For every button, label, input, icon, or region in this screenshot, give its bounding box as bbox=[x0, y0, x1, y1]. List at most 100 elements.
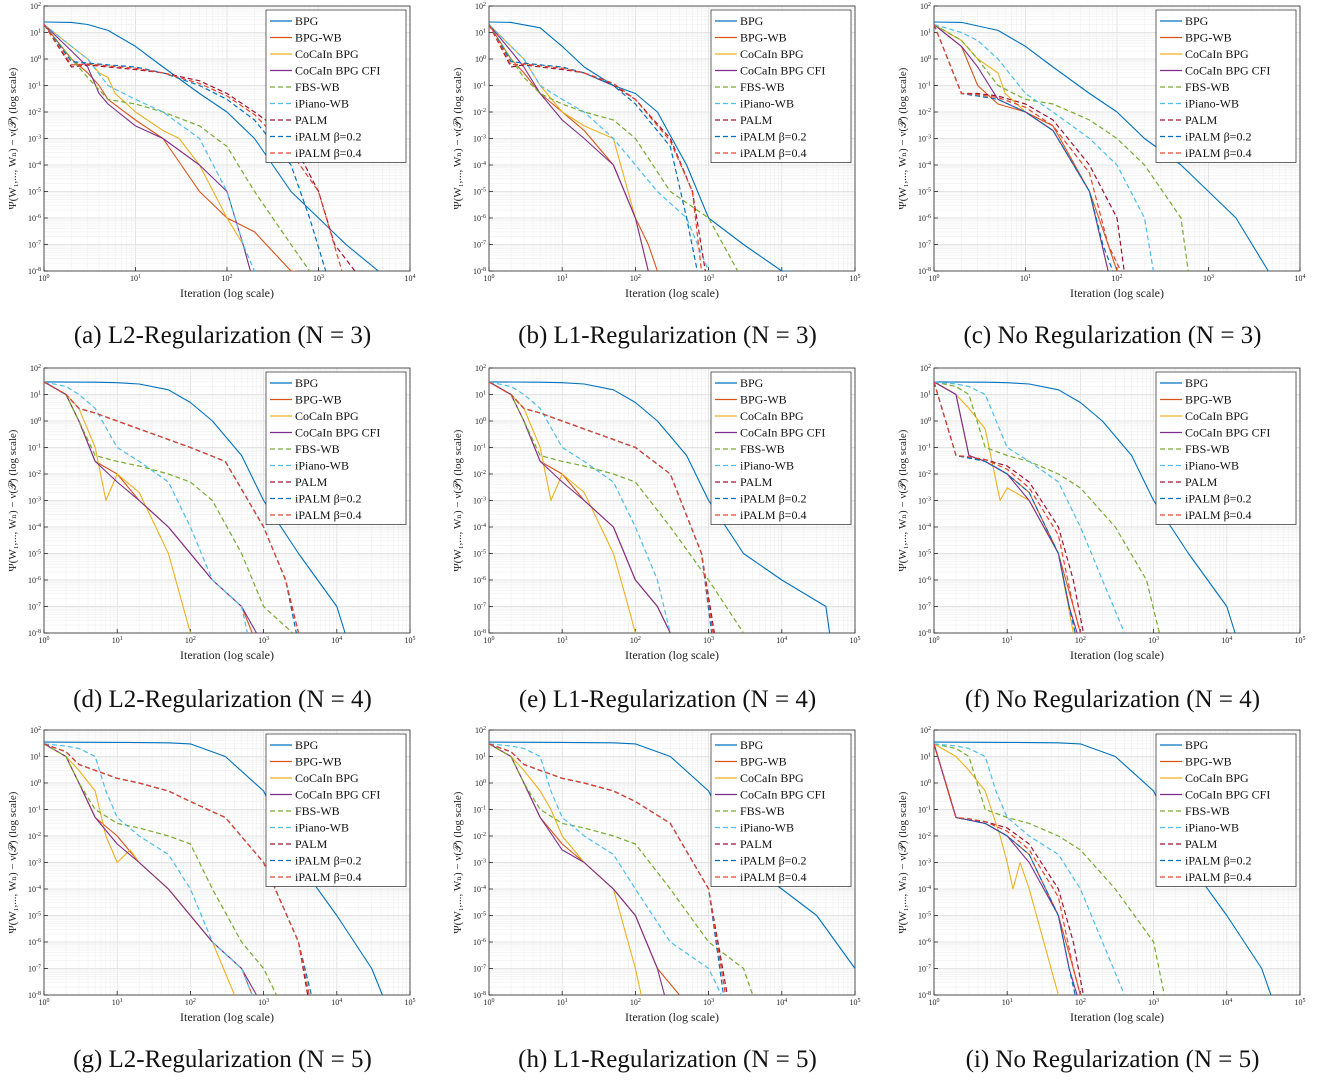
legend-label-ipalm-beta-0-2: iPALM β=0.2 bbox=[1185, 130, 1251, 144]
x-tick-label: 103 bbox=[258, 998, 269, 1007]
legend: BPG BPG-WB CoCaIn BPG CoCaIn BPG CFI FBS-WB i… bbox=[710, 371, 852, 525]
panel-h: 100 101 102 103 104 105 10-8 10-7 10-6 10-5 10-4 10… bbox=[445, 724, 890, 1086]
panel-a: 100 101 102 103 104 10-8 10-7 10-6 10-5 10-4 10-3 1… bbox=[0, 0, 445, 362]
y-tick-label: 10-5 bbox=[918, 912, 931, 921]
legend-label-ipalm-beta-0-4: iPALM β=0.4 bbox=[1185, 146, 1251, 160]
legend-label-ipiano-wb: iPiano-WB bbox=[1185, 821, 1239, 835]
x-tick-label: 101 bbox=[557, 636, 568, 645]
series-line-fbs-wb bbox=[44, 743, 278, 995]
y-tick-label: 10-5 bbox=[918, 188, 931, 197]
x-tick-label: 102 bbox=[630, 998, 641, 1007]
x-axis-label: Iteration (log scale) bbox=[180, 648, 274, 662]
x-tick-label: 103 bbox=[703, 636, 714, 645]
series-line-ipiano-wb bbox=[44, 381, 248, 633]
chart-c: 100 101 102 103 104 10-8 10-7 10-6 10-5 10-4 10-3 1… bbox=[897, 2, 1306, 300]
legend-label-bpg-wb: BPG-WB bbox=[740, 31, 787, 45]
y-tick-label: 10-2 bbox=[28, 108, 41, 117]
x-tick-label: 100 bbox=[929, 998, 940, 1007]
y-tick-label: 10-8 bbox=[28, 267, 41, 276]
y-tick-label: 100 bbox=[920, 779, 931, 788]
series-group bbox=[489, 21, 793, 271]
x-tick-label: 101 bbox=[130, 274, 141, 283]
x-tick-label: 105 bbox=[850, 998, 861, 1007]
series-line-ipalm-beta-0-4 bbox=[489, 381, 714, 633]
y-tick-label: 10-6 bbox=[918, 214, 931, 223]
y-tick-label: 10-8 bbox=[473, 991, 486, 1000]
legend-label-ipiano-wb: iPiano-WB bbox=[1185, 459, 1239, 473]
legend: BPG BPG-WB CoCaIn BPG CoCaIn BPG CFI FBS-WB i… bbox=[1155, 733, 1297, 887]
legend-label-ipalm-beta-0-2: iPALM β=0.2 bbox=[295, 492, 361, 506]
x-tick-label: 100 bbox=[484, 998, 495, 1007]
series-line-ipalm-beta-0-4 bbox=[934, 381, 1081, 633]
y-tick-label: 10-6 bbox=[28, 214, 41, 223]
series-line-ipiano-wb bbox=[44, 24, 256, 271]
y-tick-label: 10-4 bbox=[473, 523, 486, 532]
y-tick-label: 10-3 bbox=[473, 497, 486, 506]
legend-label-ipiano-wb: iPiano-WB bbox=[295, 459, 349, 473]
x-tick-label: 100 bbox=[484, 636, 495, 645]
legend-label-fbs-wb: FBS-WB bbox=[295, 80, 340, 94]
legend-label-ipalm-beta-0-2: iPALM β=0.2 bbox=[295, 130, 361, 144]
x-axis-label: Iteration (log scale) bbox=[180, 286, 274, 300]
y-tick-label: 10-7 bbox=[918, 965, 931, 974]
x-tick-label: 100 bbox=[39, 636, 50, 645]
legend-label-cocain-bpg-cfi: CoCaIn BPG CFI bbox=[295, 64, 380, 78]
y-tick-label: 10-1 bbox=[918, 806, 931, 815]
series-line-ipalm-beta-0-4 bbox=[934, 743, 1081, 995]
y-tick-label: 10-2 bbox=[473, 470, 486, 479]
legend-label-bpg: BPG bbox=[295, 376, 319, 390]
legend-label-ipiano-wb: iPiano-WB bbox=[1185, 97, 1239, 111]
y-tick-label: 102 bbox=[30, 364, 41, 373]
y-tick-label: 101 bbox=[920, 391, 931, 400]
y-tick-label: 102 bbox=[30, 726, 41, 735]
legend-label-ipalm-beta-0-4: iPALM β=0.4 bbox=[295, 870, 361, 884]
caption-g: (g) L2-Regularization (N = 5) bbox=[73, 1046, 372, 1073]
y-tick-label: 10-5 bbox=[473, 550, 486, 559]
y-tick-label: 10-3 bbox=[918, 859, 931, 868]
x-tick-label: 101 bbox=[1002, 636, 1013, 645]
x-tick-label: 104 bbox=[776, 274, 787, 283]
legend-label-palm: PALM bbox=[295, 837, 328, 851]
y-tick-label: 10-2 bbox=[918, 470, 931, 479]
panel-e: 100 101 102 103 104 105 10-8 10-7 10-6 10-5 10-4 10… bbox=[445, 362, 890, 724]
legend-label-fbs-wb: FBS-WB bbox=[740, 442, 785, 456]
legend-label-cocain-bpg: CoCaIn BPG bbox=[1185, 771, 1249, 785]
series-line-ipiano-wb bbox=[934, 23, 1154, 271]
legend-label-bpg: BPG bbox=[740, 376, 764, 390]
series-group bbox=[44, 381, 346, 633]
y-tick-label: 100 bbox=[920, 55, 931, 64]
legend: BPG BPG-WB CoCaIn BPG CoCaIn BPG CFI FBS-WB i… bbox=[1155, 371, 1297, 525]
y-tick-label: 10-4 bbox=[473, 161, 486, 170]
y-tick-label: 100 bbox=[30, 417, 41, 426]
legend-label-ipalm-beta-0-4: iPALM β=0.4 bbox=[740, 870, 806, 884]
series-line-bpg bbox=[934, 741, 1272, 995]
y-tick-label: 10-7 bbox=[918, 241, 931, 250]
caption-b: (b) L1-Regularization (N = 3) bbox=[518, 322, 817, 349]
x-tick-label: 103 bbox=[1203, 274, 1214, 283]
y-tick-label: 10-5 bbox=[28, 188, 41, 197]
x-tick-label: 100 bbox=[39, 998, 50, 1007]
panel-c: 100 101 102 103 104 10-8 10-7 10-6 10-5 10-4 10-3 1… bbox=[890, 0, 1335, 362]
legend-label-cocain-bpg-cfi: CoCaIn BPG CFI bbox=[295, 426, 380, 440]
series-group bbox=[489, 381, 831, 633]
legend-label-fbs-wb: FBS-WB bbox=[740, 80, 785, 94]
y-tick-label: 10-7 bbox=[28, 241, 41, 250]
x-tick-label: 102 bbox=[630, 274, 641, 283]
x-tick-label: 105 bbox=[405, 636, 416, 645]
y-tick-label: 10-8 bbox=[918, 629, 931, 638]
y-tick-label: 101 bbox=[30, 391, 41, 400]
legend-label-palm: PALM bbox=[740, 837, 773, 851]
x-tick-label: 104 bbox=[1221, 998, 1232, 1007]
x-axis-label: Iteration (log scale) bbox=[1070, 1010, 1164, 1024]
y-axis-label: Ψ(W₁,..., Wₙ) − ν(𝒫) (log scale) bbox=[452, 791, 464, 933]
y-tick-label: 102 bbox=[920, 364, 931, 373]
y-tick-label: 10-8 bbox=[28, 629, 41, 638]
legend-label-fbs-wb: FBS-WB bbox=[295, 804, 340, 818]
y-tick-label: 100 bbox=[30, 55, 41, 64]
y-tick-label: 102 bbox=[475, 726, 486, 735]
y-tick-label: 10-4 bbox=[28, 161, 41, 170]
legend-label-bpg-wb: BPG-WB bbox=[740, 755, 787, 769]
y-tick-label: 10-8 bbox=[28, 991, 41, 1000]
legend-label-bpg-wb: BPG-WB bbox=[740, 393, 787, 407]
